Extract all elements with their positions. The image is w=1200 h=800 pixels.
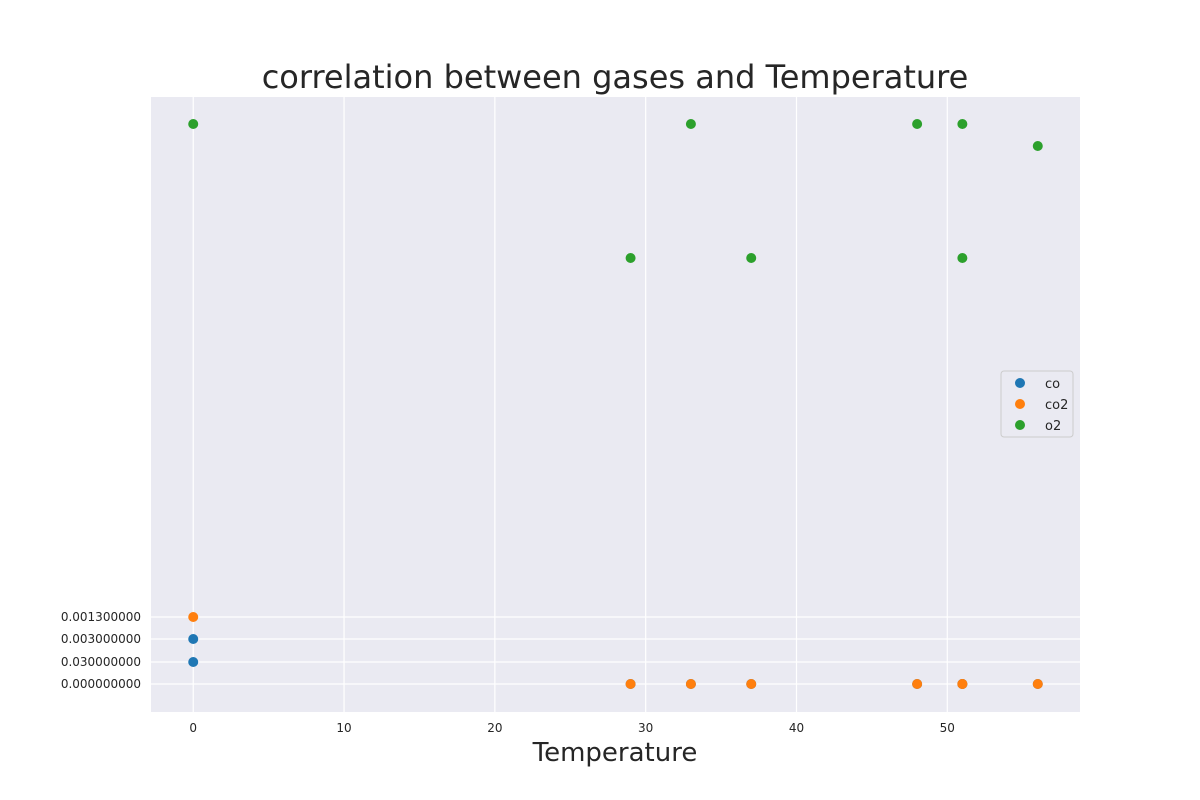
data-point-co2 [625,679,636,689]
data-point-o2 [746,253,757,263]
x-tick-label: 10 [336,721,351,735]
data-point-o2 [957,119,968,129]
x-tick-label: 40 [789,721,804,735]
data-point-o2 [188,119,199,129]
data-point-co2 [1032,679,1043,689]
x-gridlines [192,97,948,712]
legend-marker-co [1015,378,1025,388]
x-tick-label: 20 [487,721,502,735]
legend-label-co: co [1045,377,1060,392]
data-point-o2 [625,253,636,263]
legend-marker-o2 [1015,420,1025,430]
plot-area [151,97,1080,712]
data-point-co2 [685,679,696,689]
y-tick-label: 0.030000000 [61,655,141,669]
x-tick-label: 0 [189,721,197,735]
legend-marker-co2 [1015,399,1025,409]
data-point-o2 [685,119,696,129]
data-point-o2 [912,119,923,129]
data-point-co [188,634,199,644]
data-point-co2 [188,612,199,622]
data-points [188,119,1043,689]
y-tick-label: 0.001300000 [61,610,141,624]
data-point-co2 [957,679,968,689]
x-tick-labels: 0 10 20 30 40 50 [189,721,955,735]
x-tick-label: 50 [940,721,955,735]
y-tick-label: 0.003000000 [61,632,141,646]
legend-label-co2: co2 [1045,398,1068,413]
legend-label-o2: o2 [1045,419,1061,434]
data-point-o2 [957,253,968,263]
data-point-co2 [912,679,923,689]
y-tick-labels: 0.001300000 0.003000000 0.030000000 0.00000… [61,610,141,691]
chart-title: correlation between gases and Temperatur… [262,58,969,96]
legend: co co2 o2 [1000,370,1074,438]
y-gridlines [151,616,1080,685]
data-point-co [188,657,199,667]
x-tick-label: 30 [638,721,653,735]
data-point-co2 [746,679,757,689]
y-tick-label: 0.000000000 [61,677,141,691]
data-point-o2 [1032,141,1043,151]
x-axis-label: Temperature [532,738,698,768]
